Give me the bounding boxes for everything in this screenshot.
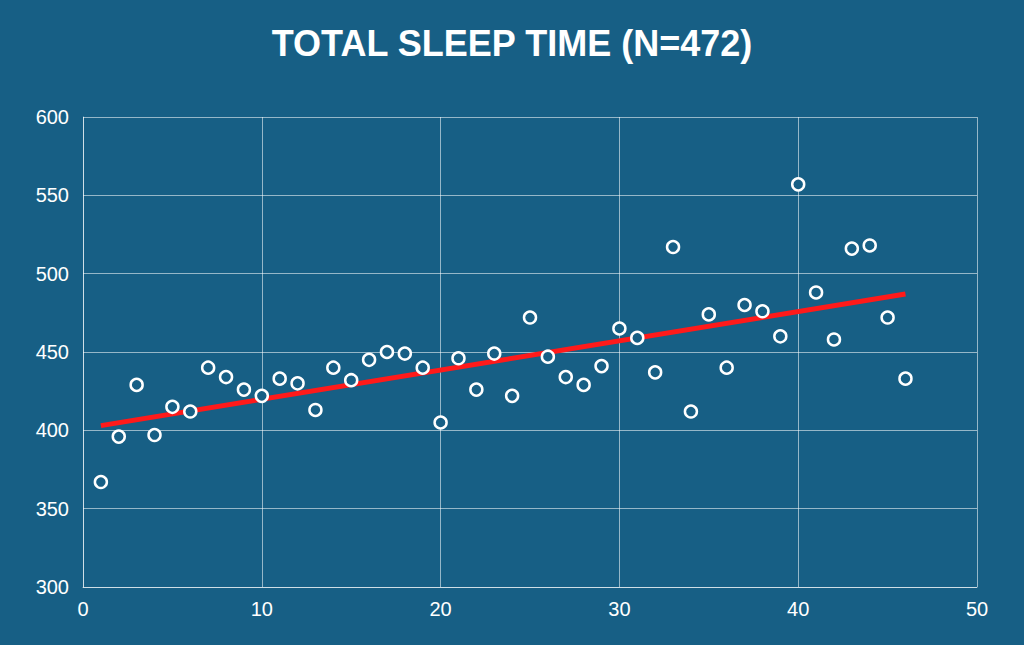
svg-text:20: 20 [429, 598, 451, 620]
svg-text:500: 500 [36, 263, 69, 285]
svg-text:300: 300 [36, 576, 69, 598]
svg-text:550: 550 [36, 184, 69, 206]
svg-text:450: 450 [36, 341, 69, 363]
svg-text:TOTAL SLEEP TIME (N=472): TOTAL SLEEP TIME (N=472) [272, 23, 752, 64]
svg-text:600: 600 [36, 106, 69, 128]
svg-text:40: 40 [787, 598, 809, 620]
svg-text:400: 400 [36, 419, 69, 441]
svg-text:30: 30 [608, 598, 630, 620]
svg-text:10: 10 [251, 598, 273, 620]
svg-text:0: 0 [77, 598, 88, 620]
svg-text:350: 350 [36, 498, 69, 520]
svg-text:50: 50 [966, 598, 988, 620]
